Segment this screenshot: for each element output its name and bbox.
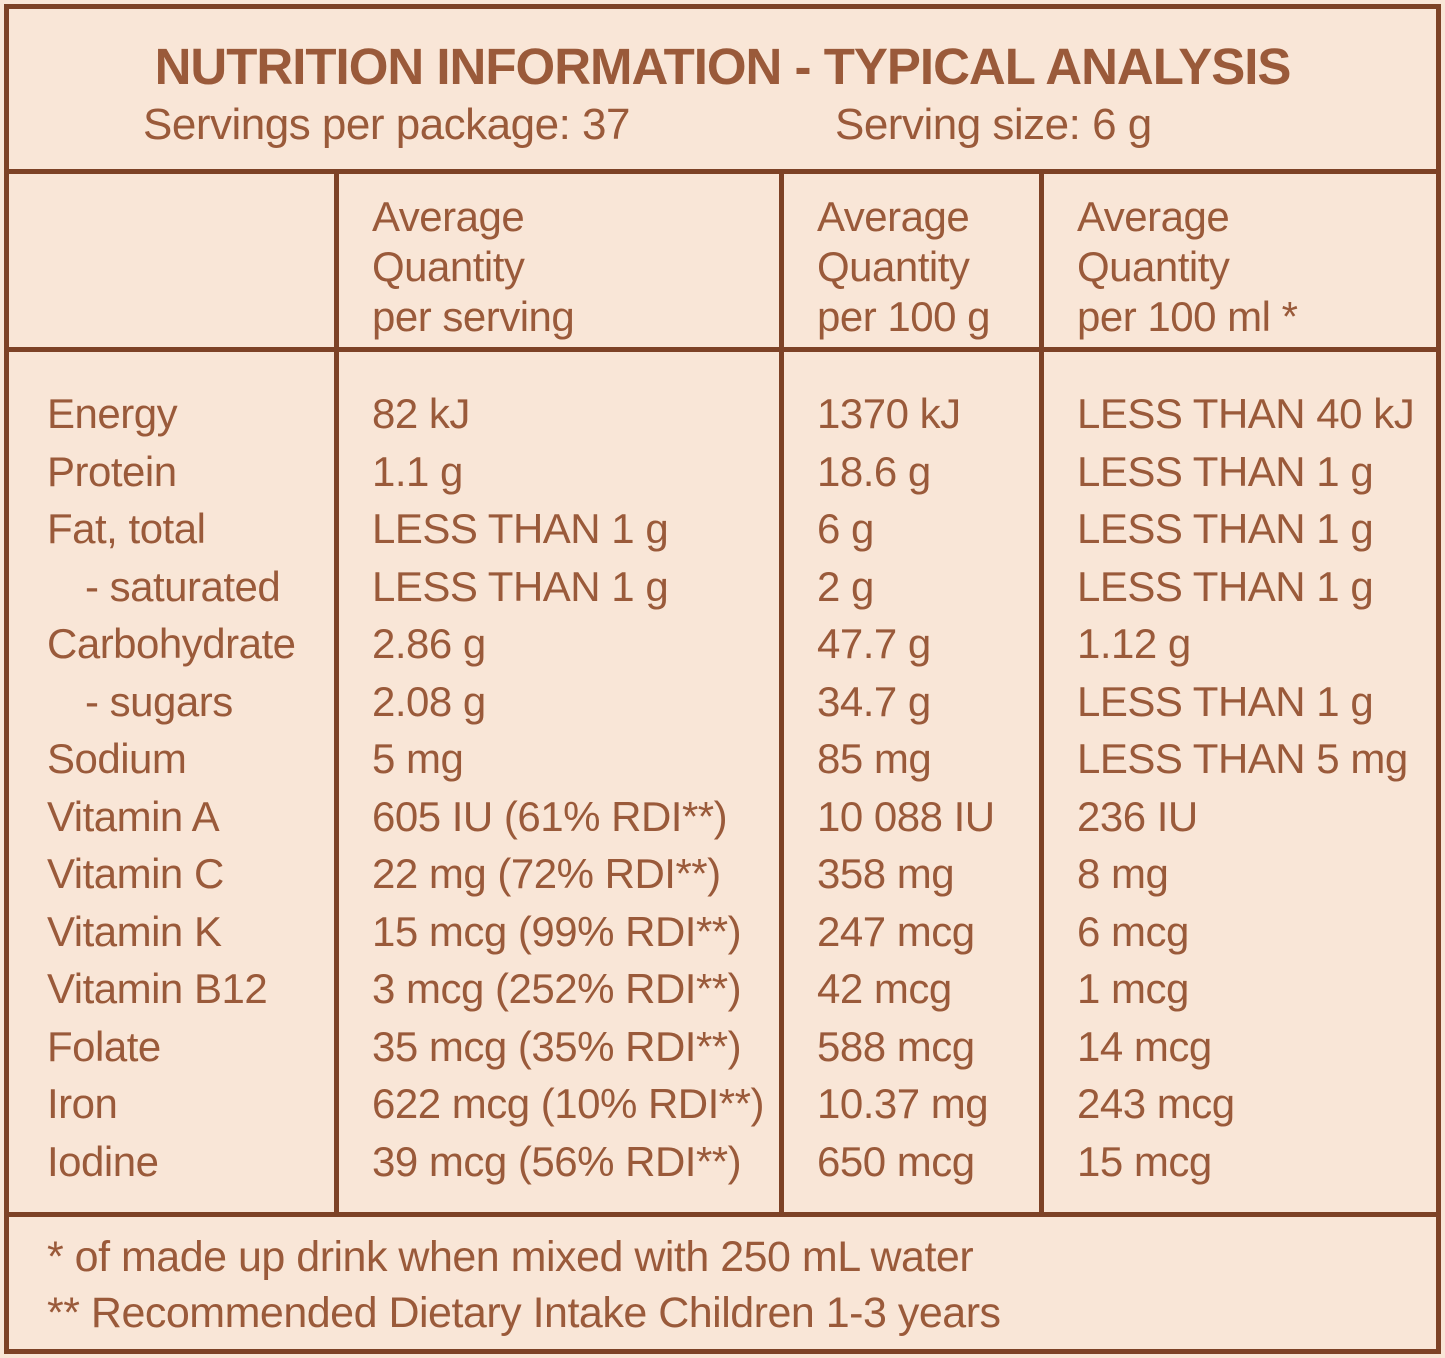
nutrient-name: Fat, total [47,505,206,552]
nutrient-value-per-100ml: 15 mcg [1077,1137,1212,1185]
nutrient-value-per-serving: 2.08 g [372,677,486,725]
nutrient-value-per-100ml: 8 mg [1077,850,1169,897]
nutrient-value-per-serving: 1.1 g [372,447,463,495]
nutrient-value-per-100g: 358 mg [817,850,955,897]
nutrient-name: Sodium [47,735,187,782]
nutrient-value-per-100g: 1370 kJ [817,390,961,437]
nutrient-name-column: Energy Protein Fat, total - saturated Carboh… [9,352,334,1212]
nutrient-value-per-serving: 82 kJ [372,390,470,437]
nutrient-value-per-100g: 85 mg [817,735,932,782]
nutrient-value-per-100g: 34.7 g [817,677,931,725]
label-footnotes: * of made up drink when mixed with 250 m… [9,1217,1436,1349]
nutrient-value-per-serving: LESS THAN 1 g [372,505,669,552]
nutrient-name: Iodine [47,1137,159,1185]
nutrient-name: Vitamin A [47,792,220,840]
nutrient-value-per-100ml: LESS THAN 1 g [1077,677,1374,725]
nutrient-value-per-100ml: LESS THAN 1 g [1077,562,1374,610]
nutrient-name: - sugars [85,677,233,725]
column-header-row: Average Quantity per serving Average Qua… [9,174,1436,352]
nutrient-value-per-serving: 22 mg (72% RDI**) [372,850,721,897]
footnote-made-up-drink: * of made up drink when mixed with 250 m… [47,1233,974,1281]
serving-size: Serving size: 6 g [834,100,1152,149]
nutrient-value-per-100g: 6 g [817,505,874,552]
per-serving-column: 82 kJ 1.1 g LESS THAN 1 g LESS THAN 1 g 2.86… [334,352,779,1212]
nutrient-name: Carbohydrate [47,620,296,667]
nutrient-value-per-serving: 3 mcg (252% RDI**) [372,965,742,1012]
nutrient-value-per-serving: 605 IU (61% RDI**) [372,792,728,840]
column-header-blank [9,174,334,347]
nutrient-value-per-100g: 588 mcg [817,1022,975,1070]
nutrient-value-per-100g: 42 mcg [817,965,952,1012]
per-100ml-column: LESS THAN 40 kJ LESS THAN 1 g LESS THAN 1 … [1039,352,1436,1212]
nutrient-value-per-100ml: LESS THAN 1 g [1077,505,1374,552]
nutrient-value-per-100g: 18.6 g [817,447,931,495]
nutrient-value-per-100ml: 1 mcg [1077,965,1189,1012]
nutrient-value-per-100ml: LESS THAN 40 kJ [1077,390,1415,437]
nutrient-value-per-100ml: LESS THAN 1 g [1077,447,1374,495]
nutrient-name: Vitamin B12 [47,965,268,1012]
nutrient-name: Iron [47,1080,118,1127]
servings-per-package: Servings per package: 37 [143,100,630,149]
nutrient-value-per-serving: 35 mcg (35% RDI**) [372,1022,742,1070]
nutrient-value-per-serving: 5 mg [372,735,464,782]
nutrient-value-per-100ml: 14 mcg [1077,1022,1212,1070]
nutrient-value-per-100g: 247 mcg [817,907,975,955]
nutrient-table-body: Energy Protein Fat, total - saturated Carboh… [9,352,1436,1217]
nutrient-value-per-100ml: 243 mcg [1077,1080,1235,1127]
label-header: NUTRITION INFORMATION - TYPICAL ANALYSIS… [9,9,1436,174]
nutrient-value-per-100g: 10 088 IU [817,792,995,840]
nutrient-value-per-serving: LESS THAN 1 g [372,562,669,610]
nutrient-name: Vitamin K [47,907,222,955]
nutrient-name: - saturated [85,562,281,610]
nutrient-name: Energy [47,390,178,437]
nutrient-value-per-serving: 622 mcg (10% RDI**) [372,1080,764,1127]
nutrient-name: Folate [47,1022,161,1070]
nutrient-value-per-100g: 2 g [817,562,874,610]
nutrient-value-per-serving: 2.86 g [372,620,486,667]
nutrient-value-per-serving: 39 mcg (56% RDI**) [372,1137,742,1185]
nutrient-name: Protein [47,447,177,495]
nutrient-value-per-100ml: LESS THAN 5 mg [1077,735,1408,782]
label-title: NUTRITION INFORMATION - TYPICAL ANALYSIS [154,38,1292,95]
column-header-per-100g: Average Quantity per 100 g [779,174,1039,347]
column-header-per-100ml: Average Quantity per 100 ml * [1039,174,1436,347]
nutrient-value-per-100ml: 236 IU [1077,792,1198,840]
nutrient-name: Vitamin C [47,850,224,897]
nutrient-value-per-serving: 15 mcg (99% RDI**) [372,907,742,955]
nutrient-value-per-100g: 10.37 mg [817,1080,989,1127]
servings-row: Servings per package: 37 Serving size: 6… [9,97,1436,153]
column-header-per-serving: Average Quantity per serving [334,174,779,347]
footnote-rdi-children: ** Recommended Dietary Intake Children 1… [47,1289,1001,1337]
per-100g-column: 1370 kJ 18.6 g 6 g 2 g 47.7 g 34.7 g 85 mg 10 0… [779,352,1039,1212]
nutrient-value-per-100ml: 1.12 g [1077,620,1191,667]
nutrient-value-per-100g: 47.7 g [817,620,931,667]
nutrient-value-per-100ml: 6 mcg [1077,907,1189,955]
nutrition-label: NUTRITION INFORMATION - TYPICAL ANALYSIS… [4,4,1441,1354]
nutrient-value-per-100g: 650 mcg [817,1137,975,1185]
